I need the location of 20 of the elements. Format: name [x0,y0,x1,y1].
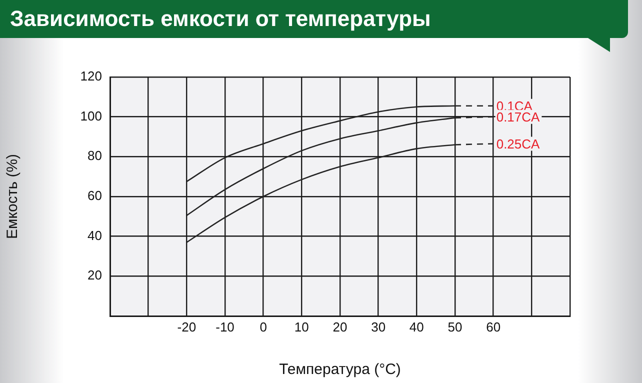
y-axis-title: Емкость (%) [4,154,22,240]
y-tick-label: 60 [88,188,102,204]
chart-title: Зависимость емкости от температуры [0,0,628,38]
series-label: 0.25CA [496,136,540,152]
x-tick-label: 0 [260,319,267,334]
series-label: 0.17CA [496,109,540,124]
x-axis-title: Температура (°C) [279,361,401,378]
x-tick-label: 50 [448,319,462,334]
x-tick-label: -20 [177,319,196,334]
y-tick-label: 80 [88,148,102,164]
y-tick-label: 40 [88,228,102,243]
x-tick-label: 20 [332,319,348,334]
x-tick-label: 60 [486,319,501,334]
y-tick-label: 20 [88,268,102,283]
x-tick-label: 30 [371,319,386,334]
y-tick-label: 100 [80,108,102,124]
x-tick-label: -10 [216,319,234,334]
x-tick-label: 40 [409,319,424,334]
y-tick-label: 120 [80,68,102,84]
x-tick-label: 10 [294,319,309,334]
